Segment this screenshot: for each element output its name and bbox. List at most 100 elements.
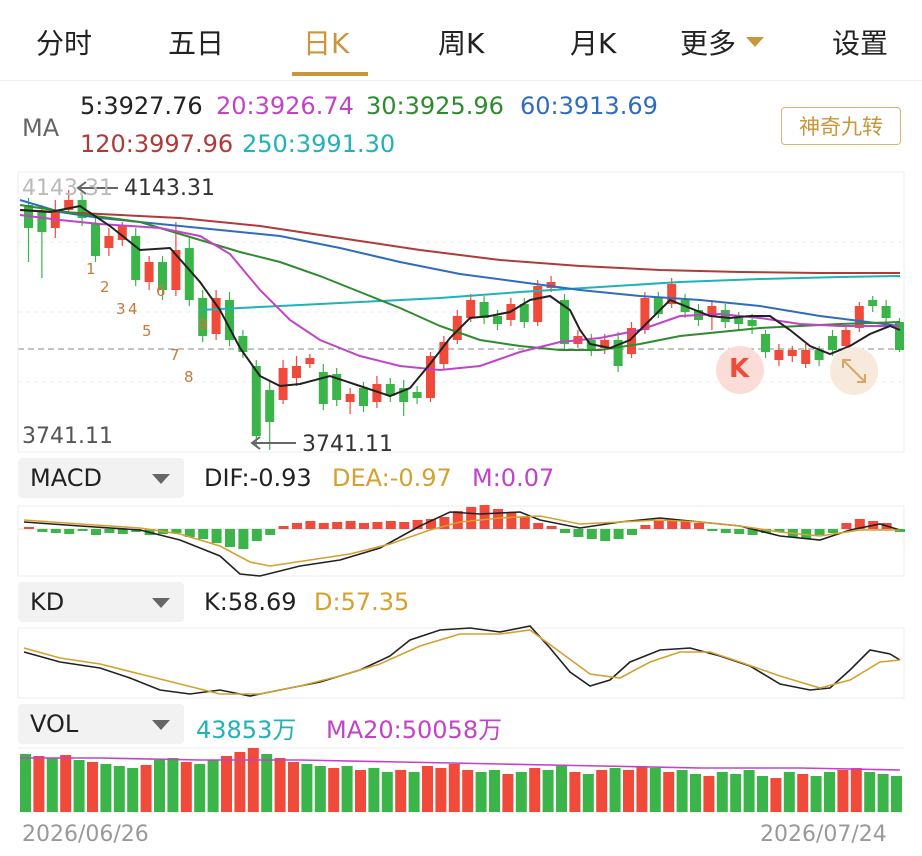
ma-legend-label: MA — [22, 114, 60, 142]
tab-monthly-k[interactable]: 月K — [570, 27, 617, 60]
macd-bar — [734, 529, 745, 534]
volume-bar — [529, 768, 541, 812]
volume-bar — [582, 774, 594, 812]
candle-body — [305, 358, 315, 364]
candle-body — [345, 394, 355, 402]
macd-bar — [841, 523, 852, 529]
volume-bar — [462, 770, 474, 812]
tab-daily-k[interactable]: 日K — [303, 27, 350, 60]
macd-bar — [104, 529, 115, 533]
macd-bar — [225, 529, 235, 547]
candle-body — [653, 298, 663, 314]
macd-bar — [466, 507, 477, 529]
macd-dif-line — [23, 511, 901, 577]
macd-bar — [412, 520, 423, 529]
candle-body — [318, 372, 328, 404]
volume-bar — [368, 768, 380, 812]
volume-bar — [757, 776, 768, 812]
tab-settings[interactable]: 设置 — [832, 27, 889, 60]
candle-body — [238, 336, 248, 352]
vol-value: 43853万 — [196, 716, 297, 744]
macd-bar — [452, 511, 463, 529]
volume-bar — [46, 758, 58, 812]
high-marker-label: 4143.31 — [124, 176, 215, 201]
candle-body — [734, 318, 744, 324]
candle-body — [854, 306, 864, 328]
tab-five-day[interactable]: 五日 — [168, 27, 225, 60]
tab-weekly-k[interactable]: 周K — [438, 27, 485, 60]
candle-body — [37, 212, 47, 232]
candle-body — [895, 322, 904, 350]
volume-bar — [314, 766, 326, 812]
chevron-down-icon — [152, 474, 170, 484]
tab-more[interactable]: 更多 — [680, 22, 765, 62]
period-tab-bar: 分时 五日 日K 周K 月K 更多 设置 — [0, 0, 922, 81]
macd-bar — [318, 523, 329, 529]
volume-bar — [690, 774, 701, 812]
macd-bar — [385, 521, 396, 529]
vol-select-label: VOL — [30, 710, 79, 738]
volume-bar — [649, 768, 661, 812]
candle-body — [466, 300, 476, 318]
macd-bar — [372, 522, 383, 529]
k-badge[interactable] — [716, 346, 764, 394]
volume-bar — [663, 772, 675, 812]
candle-body — [211, 298, 221, 334]
kd-indicator-select[interactable]: KD — [18, 582, 184, 622]
volume-bar — [381, 772, 393, 812]
chevron-down-icon — [746, 37, 765, 47]
ma5-value: 5:3927.76 — [80, 92, 203, 120]
nine-turn-button[interactable]: 神奇九转 — [781, 107, 901, 145]
candle-body — [814, 350, 824, 360]
volume-bar — [877, 774, 889, 812]
macd-bar — [653, 521, 664, 529]
candle-body — [720, 310, 730, 322]
candle-body — [104, 236, 114, 248]
candle-body — [707, 306, 717, 316]
candle-body — [560, 300, 569, 344]
candle-body — [158, 262, 167, 290]
tab-intraday[interactable]: 分时 — [36, 27, 93, 60]
volume-bar — [609, 768, 621, 812]
chevron-down-icon — [152, 598, 170, 608]
start-date: 2026/06/26 — [22, 822, 149, 847]
volume-bar — [569, 772, 581, 812]
candle-body — [493, 316, 502, 324]
macd-bar — [37, 529, 48, 532]
volume-bar — [676, 770, 688, 812]
candle-body — [787, 350, 797, 356]
volume-bar — [234, 752, 246, 812]
kd-d-value: D:57.35 — [314, 588, 410, 616]
volume-bar — [167, 758, 179, 812]
candle-body — [372, 384, 382, 402]
ma250-value: 250:3991.30 — [242, 130, 396, 158]
volume-bar — [395, 770, 407, 812]
expand-icon[interactable] — [830, 347, 878, 395]
macd-bar — [694, 523, 704, 529]
nine-turn-7: 7 — [170, 346, 180, 364]
macd-bar — [546, 526, 557, 529]
macd-select-label: MACD — [30, 464, 102, 492]
macd-bar — [305, 521, 316, 529]
macd-bar — [332, 522, 343, 529]
candle-body — [184, 248, 194, 300]
volume-bar — [515, 772, 527, 812]
volume-bar — [288, 762, 299, 812]
macd-bar — [211, 529, 222, 543]
candle-body — [640, 298, 650, 330]
candle-body — [868, 300, 878, 306]
volume-bar — [247, 748, 259, 812]
macd-indicator-select[interactable]: MACD — [18, 458, 184, 498]
kd-d-line — [23, 629, 901, 695]
macd-bar — [64, 529, 75, 534]
volume-bar — [475, 772, 487, 812]
macd-bar — [667, 519, 678, 529]
macd-bar — [640, 525, 651, 529]
macd-bar — [345, 521, 356, 529]
candle-body — [171, 250, 181, 290]
vol-indicator-select[interactable]: VOL — [18, 704, 184, 744]
macd-bar — [600, 529, 611, 541]
macd-bar — [627, 529, 637, 535]
high-marker-arrow — [76, 181, 118, 195]
